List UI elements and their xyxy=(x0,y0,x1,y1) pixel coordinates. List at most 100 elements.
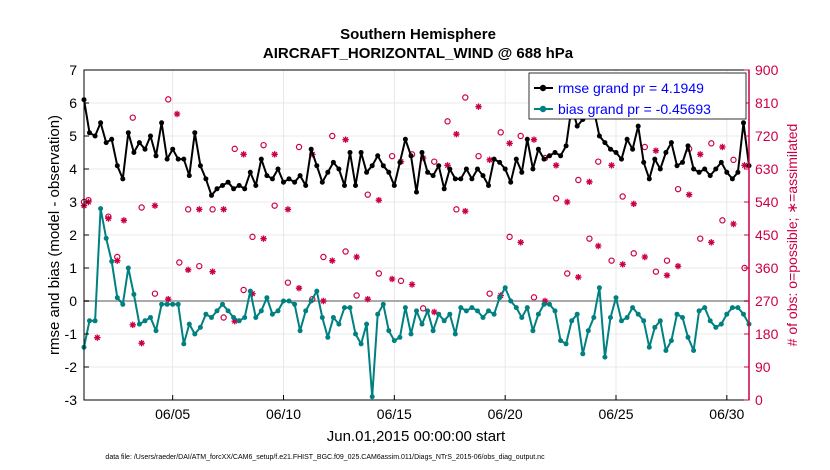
obs-assimilated-marker xyxy=(486,156,493,164)
obs-assimilated-marker xyxy=(249,290,256,297)
rmse-point xyxy=(635,123,641,129)
obs-assimilated-marker xyxy=(453,130,460,138)
rmse-point xyxy=(391,183,397,188)
obs-assimilated-marker xyxy=(408,281,416,288)
rmse-point xyxy=(596,133,602,139)
bias-point xyxy=(142,318,148,324)
bias-point xyxy=(735,305,741,311)
bias-point xyxy=(303,308,309,314)
rmse-point xyxy=(419,150,425,155)
rmse-point xyxy=(430,173,436,179)
rmse-point xyxy=(486,183,491,188)
rmse-point xyxy=(469,176,475,182)
y-tick-label: 6 xyxy=(69,95,77,111)
y-tick-label: 3 xyxy=(69,194,77,210)
bias-point xyxy=(292,301,298,307)
bias-point xyxy=(680,315,685,320)
bias-point xyxy=(458,305,464,311)
bias-point xyxy=(635,311,641,317)
rmse-point xyxy=(574,123,580,129)
bias-point xyxy=(463,308,469,314)
bias-point xyxy=(186,321,192,327)
obs-assimilated-marker xyxy=(240,151,247,158)
obs-assimilated-marker xyxy=(475,103,482,110)
rmse-point xyxy=(347,150,353,155)
rmse-point xyxy=(685,143,691,149)
rmse-point xyxy=(502,166,508,172)
bias-point xyxy=(136,321,142,327)
legend-rmse-label: rmse grand pr = 4.1949 xyxy=(558,80,704,96)
bias-point xyxy=(253,315,259,320)
obs-assimilated-marker xyxy=(196,206,203,213)
obs-assimilated-marker xyxy=(271,151,278,158)
rmse-point xyxy=(281,179,286,185)
obs-assimilated-marker xyxy=(741,162,748,169)
obs-possible-marker xyxy=(231,145,238,153)
rmse-point xyxy=(297,173,303,179)
rmse-point xyxy=(275,166,281,172)
obs-assimilated-marker xyxy=(564,198,571,206)
bias-point xyxy=(325,334,331,340)
rmse-point xyxy=(292,179,298,185)
obs-possible-marker xyxy=(329,132,336,140)
bias-point xyxy=(707,318,713,324)
rmse-point xyxy=(109,136,115,142)
obs-assimilated-marker xyxy=(674,262,682,270)
bias-point xyxy=(125,265,131,271)
rmse-point xyxy=(225,179,231,185)
obs-assimilated-marker xyxy=(138,339,145,347)
obs-possible-marker xyxy=(517,132,524,140)
y2-tick-label: 810 xyxy=(755,95,779,111)
bias-point xyxy=(524,305,530,311)
obs-assimilated-marker xyxy=(375,196,383,204)
rmse-point xyxy=(209,192,214,198)
rmse-point xyxy=(369,163,375,169)
chart-subtitle: AIRCRAFT_HORIZONTAL_WIND @ 688 hPa xyxy=(263,45,574,62)
bias-point xyxy=(558,338,564,344)
obs-possible-marker xyxy=(674,185,682,193)
bias-point xyxy=(657,318,663,324)
bias-point xyxy=(574,311,580,317)
rmse-point xyxy=(330,159,336,165)
bias-point xyxy=(247,288,253,294)
rmse-point xyxy=(319,179,325,185)
y2-tick-label: 0 xyxy=(755,392,763,408)
rmse-point xyxy=(613,150,619,155)
rmse-point xyxy=(674,163,680,169)
obs-possible-marker xyxy=(652,268,660,275)
bias-point xyxy=(386,328,392,334)
rmse-point xyxy=(741,120,746,126)
bias-point xyxy=(641,318,647,324)
obs-possible-marker xyxy=(271,202,278,209)
rmse-point xyxy=(702,166,708,172)
obs-assimilated-marker xyxy=(284,206,292,213)
bias-point xyxy=(109,258,115,264)
obs-assimilated-marker xyxy=(231,317,238,325)
obs-assimilated-marker xyxy=(184,266,192,274)
rmse-point xyxy=(386,169,392,175)
rmse-point xyxy=(342,183,347,188)
left-axis: -3 -2 -1 0 1 2 3 4 5 6 7 xyxy=(65,62,89,408)
rmse-point xyxy=(425,169,431,175)
obs-assimilated-marker xyxy=(630,200,637,208)
bias-point xyxy=(685,334,691,340)
rmse-point xyxy=(214,186,220,192)
obs-possible-marker xyxy=(475,152,482,160)
rmse-point xyxy=(197,163,203,169)
obs-possible-marker xyxy=(552,195,560,202)
obs-assimilated-marker xyxy=(697,151,704,158)
obs-assimilated-marker xyxy=(260,235,267,242)
obs-possible-marker xyxy=(342,248,349,255)
rmse-point xyxy=(192,130,198,136)
rmse-point xyxy=(98,120,104,126)
y2-tick-label: 720 xyxy=(755,128,779,144)
bias-point xyxy=(425,308,431,314)
rmse-point xyxy=(541,156,547,162)
obs-possible-marker xyxy=(575,176,582,184)
obs-assimilated-marker xyxy=(209,268,216,275)
bias-point xyxy=(652,324,658,330)
obs-assimilated-marker xyxy=(120,217,128,224)
rmse-point xyxy=(563,143,569,149)
legend: rmse grand pr = 4.1949 bias grand pr = -… xyxy=(528,72,747,120)
